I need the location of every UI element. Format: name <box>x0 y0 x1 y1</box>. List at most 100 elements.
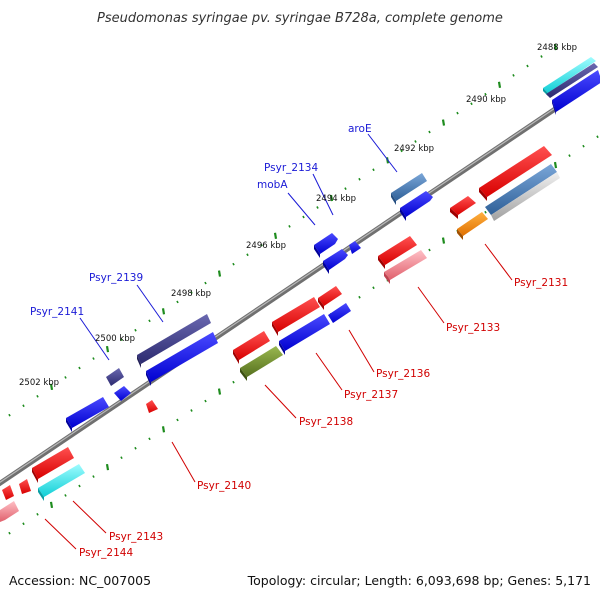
gene-psyr-2143[interactable] <box>38 464 85 501</box>
tick-dot <box>92 475 95 478</box>
tick-dot <box>441 237 446 244</box>
gene-small-blue[interactable] <box>349 241 361 254</box>
tick-dot <box>161 426 166 433</box>
tick-dot <box>246 253 249 257</box>
label-psyr-2131[interactable]: Psyr_2131 <box>514 277 568 289</box>
gene-navy-top[interactable] <box>546 63 598 98</box>
tick-dot <box>441 119 446 126</box>
gene-blue-left[interactable] <box>66 397 109 432</box>
label-psyr-2141[interactable]: Psyr_2141 <box>30 306 84 318</box>
label-psyr-2143[interactable]: Psyr_2143 <box>109 531 163 543</box>
gene-psyr-2139-pair[interactable] <box>146 332 218 386</box>
tick-dot <box>316 206 319 209</box>
gene-psyr-2141[interactable] <box>106 368 124 386</box>
gene-steel-right[interactable] <box>485 164 560 221</box>
tick-dot <box>217 270 222 277</box>
label-mobA[interactable]: mobA <box>257 179 288 191</box>
gene-psyr-2143-red[interactable] <box>32 447 74 483</box>
tick-dot <box>288 225 291 228</box>
gene-psyr-2137[interactable] <box>279 314 330 355</box>
tick-dot <box>161 308 166 315</box>
tick-dot-lines <box>8 43 599 535</box>
tick-2490: 2490 kbp <box>466 95 506 105</box>
label-psyr-2138[interactable]: Psyr_2138 <box>299 416 353 428</box>
gene-psyr-2136[interactable] <box>318 286 342 310</box>
tick-2488: 2488 kbp <box>537 43 577 53</box>
accession-text: Accession: NC_007005 <box>9 573 151 588</box>
reverse-genes <box>0 146 560 522</box>
tick-dot <box>64 494 67 497</box>
gene-psyr-2141-pair[interactable] <box>114 386 131 401</box>
tick-dot <box>120 456 123 460</box>
tick-dot <box>568 154 571 157</box>
tick-dot <box>302 215 305 219</box>
forward-genes <box>66 57 600 432</box>
gene-labels: aroE Psyr_2134 mobA Psyr_2139 Psyr_2141 … <box>30 123 568 559</box>
tick-dot <box>582 144 585 148</box>
tick-dot <box>190 409 193 412</box>
tick-dot <box>428 130 431 134</box>
label-psyr-2133[interactable]: Psyr_2133 <box>446 322 500 334</box>
tick-dot <box>204 281 207 285</box>
label-psyr-2140[interactable]: Psyr_2140 <box>197 480 251 492</box>
gene-red-small-a[interactable] <box>19 479 31 494</box>
tick-dot <box>148 437 151 441</box>
gene-psyr-2138[interactable] <box>240 346 283 381</box>
gene-mobA[interactable] <box>323 249 348 274</box>
tick-dot <box>134 446 137 450</box>
tick-dot <box>92 357 95 360</box>
gene-aroE[interactable] <box>391 173 427 205</box>
tick-2496: 2496 kbp <box>246 241 286 251</box>
tick-dot <box>428 248 431 252</box>
gene-psyr-2140[interactable] <box>146 400 158 413</box>
genome-backbone <box>0 75 600 487</box>
gene-psyr-2136-blue[interactable] <box>328 303 351 323</box>
map-title: Pseudomonas syringae pv. syringae B728a,… <box>97 11 503 26</box>
callout-lines <box>44 133 513 550</box>
tick-dot <box>64 376 67 379</box>
label-aroE[interactable]: aroE <box>348 123 372 135</box>
gene-psyr-2134[interactable] <box>314 233 338 258</box>
gene-red-small-b[interactable] <box>2 485 14 500</box>
gene-psyr-2133-red[interactable] <box>378 236 417 269</box>
tick-dot <box>49 501 54 509</box>
tick-2494: 2494 kbp <box>316 194 356 204</box>
gene-psyr-2144[interactable] <box>0 501 19 522</box>
tick-dot <box>553 43 558 51</box>
gene-psyr-2139[interactable] <box>137 314 211 368</box>
gene-psyr-2133[interactable] <box>384 250 427 284</box>
tick-dot <box>217 388 222 395</box>
tick-dot <box>134 328 137 332</box>
tick-dot <box>414 140 417 143</box>
label-psyr-2139[interactable]: Psyr_2139 <box>89 272 143 284</box>
tick-dot <box>105 463 110 471</box>
tick-2498: 2498 kbp <box>171 289 211 299</box>
tick-dot <box>400 149 403 153</box>
tick-dot <box>148 319 151 323</box>
tick-dot <box>526 64 529 68</box>
tick-dot <box>596 135 599 139</box>
tick-dot <box>22 522 25 526</box>
tick-dot <box>329 194 334 202</box>
tick-dot <box>204 399 207 403</box>
label-psyr-2134[interactable]: Psyr_2134 <box>264 162 318 174</box>
tick-dot <box>36 394 39 398</box>
label-psyr-2144[interactable]: Psyr_2144 <box>79 547 133 559</box>
gene-blue-top[interactable] <box>552 70 600 115</box>
gene-aroE-pair[interactable] <box>400 191 433 221</box>
label-psyr-2137[interactable]: Psyr_2137 <box>344 389 398 401</box>
tick-dot <box>120 338 123 342</box>
tick-dot <box>176 300 179 304</box>
tick-dot <box>49 383 54 391</box>
gene-red-left-mid[interactable] <box>233 331 270 364</box>
gene-red-mid[interactable] <box>272 297 320 336</box>
tick-2500: 2500 kbp <box>95 334 135 344</box>
tick-dot <box>190 291 193 294</box>
gene-psyr-2131-red[interactable] <box>450 196 476 219</box>
label-psyr-2136[interactable]: Psyr_2136 <box>376 368 430 380</box>
gene-red-right-top[interactable] <box>479 146 552 201</box>
tick-dot <box>8 413 11 417</box>
gene-psyr-2131[interactable] <box>457 212 488 240</box>
tick-dot <box>36 512 39 516</box>
